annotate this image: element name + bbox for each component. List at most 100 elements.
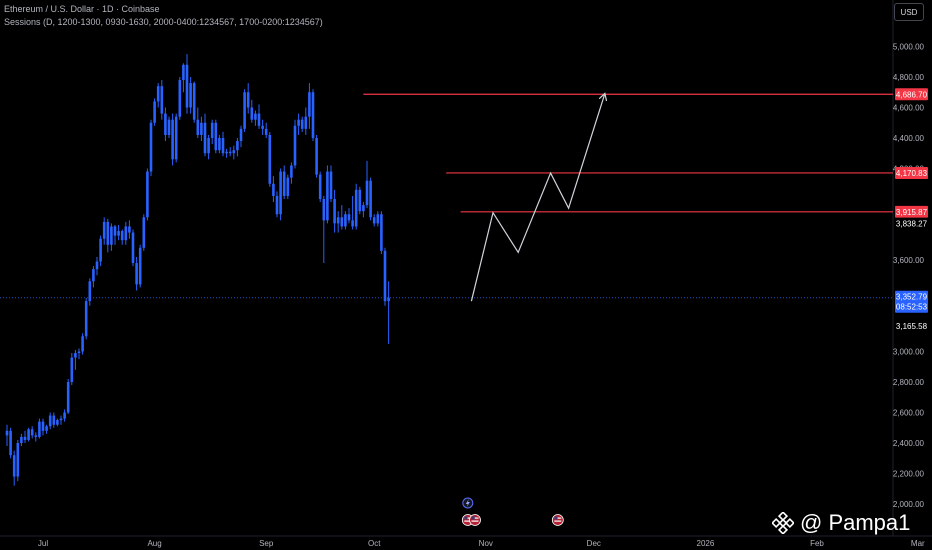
- y-tick-label: 2,400.00: [893, 439, 925, 448]
- candle: [250, 99, 254, 123]
- candle-body: [336, 217, 340, 224]
- candle: [135, 256, 138, 291]
- candle-body: [23, 436, 27, 440]
- candle: [236, 138, 239, 157]
- candle-body: [117, 231, 120, 236]
- y-tick-label: 5,000.00: [893, 43, 925, 52]
- candle: [380, 211, 383, 254]
- event-markers[interactable]: [461, 497, 564, 526]
- candle: [48, 412, 52, 430]
- candle-body: [351, 220, 354, 227]
- x-tick-label: Jul: [38, 539, 48, 548]
- candle-body: [239, 128, 243, 142]
- candle: [156, 83, 160, 108]
- candle: [304, 107, 308, 135]
- candle: [282, 165, 286, 199]
- candle-body: [358, 189, 362, 212]
- candle: [84, 298, 88, 340]
- plain-price-label: 3,838.27: [896, 220, 928, 229]
- candle: [99, 235, 102, 267]
- candle: [315, 134, 318, 178]
- currency-button[interactable]: USD: [894, 3, 924, 21]
- candle-body: [164, 113, 167, 135]
- candle-body: [250, 107, 254, 120]
- candle-body: [315, 138, 318, 175]
- candle-body: [308, 92, 311, 117]
- candle-body: [214, 122, 218, 151]
- candle: [318, 171, 322, 203]
- candle: [106, 218, 110, 253]
- candle: [41, 418, 45, 436]
- candle: [45, 424, 48, 434]
- candle: [358, 186, 362, 215]
- candle: [102, 217, 106, 245]
- candle-body: [167, 119, 171, 135]
- candle: [171, 113, 174, 166]
- candle-body: [12, 455, 16, 477]
- projected-path-line: [470, 94, 604, 302]
- candle: [329, 165, 333, 203]
- current-price-label: 3,352.79: [896, 293, 928, 302]
- candle-body: [92, 269, 95, 282]
- candle-body: [128, 226, 131, 233]
- candle-body: [70, 357, 74, 382]
- candle: [376, 211, 380, 227]
- candle-body: [257, 113, 261, 126]
- candle: [257, 104, 261, 129]
- candle: [56, 418, 59, 427]
- candle: [322, 195, 326, 264]
- sessions-indicator[interactable]: Sessions (D, 1200-1300, 0930-1630, 2000-…: [4, 17, 323, 27]
- candle: [81, 333, 84, 355]
- candle-body: [160, 86, 164, 114]
- candle: [95, 256, 99, 276]
- candle: [333, 189, 336, 233]
- candle-body: [84, 301, 88, 337]
- candle-body: [171, 119, 174, 160]
- resistance-price-label: 3,915.87: [896, 208, 928, 217]
- candle-body: [300, 119, 304, 129]
- candle-body: [52, 415, 56, 425]
- candle-body: [326, 171, 329, 221]
- resistance-price-tag: [895, 166, 928, 179]
- watermark-text: @ Pampa1: [800, 510, 911, 535]
- candle-body: [77, 351, 81, 354]
- x-tick-label: Oct: [368, 539, 381, 548]
- candle-body: [138, 247, 142, 285]
- binance-logo-icon: [772, 512, 794, 534]
- countdown-label: 08:52:53: [896, 303, 928, 312]
- candle: [189, 77, 192, 114]
- candle-body: [282, 171, 286, 196]
- lightning-icon: [462, 497, 474, 509]
- candle: [88, 278, 92, 306]
- candle: [347, 208, 351, 224]
- candle: [52, 412, 56, 428]
- y-tick-label: 3,000.00: [893, 348, 925, 357]
- chart-title: Ethereum / U.S. Dollar · 1D · Coinbase: [4, 4, 160, 14]
- candle-body: [311, 92, 315, 138]
- projected-path: [470, 94, 604, 302]
- candle-body: [189, 83, 192, 108]
- candle: [383, 247, 387, 306]
- x-axis-ticks: Jul Aug Sep Oct Nov Dec 2026 Feb Mar: [38, 539, 925, 548]
- current-price-tag: [895, 290, 928, 313]
- candle: [297, 113, 300, 135]
- candle: [34, 432, 38, 442]
- y-tick-label: 4,400.00: [893, 134, 925, 143]
- candle: [5, 424, 9, 447]
- candle: [160, 80, 164, 120]
- x-tick-label: Feb: [810, 539, 824, 548]
- candle-body: [228, 151, 232, 154]
- candle: [218, 134, 221, 154]
- candle-body: [246, 92, 250, 108]
- candle: [142, 214, 146, 251]
- candle: [182, 63, 185, 93]
- candle-body: [48, 415, 52, 427]
- candle: [12, 450, 16, 486]
- candle-body: [304, 116, 308, 129]
- candle: [124, 221, 128, 245]
- candle: [275, 191, 279, 218]
- price-labels: 4,686.704,170.833,916.503,915.873,838.27…: [895, 88, 928, 333]
- candle-body: [225, 151, 228, 154]
- candle-body: [59, 418, 63, 421]
